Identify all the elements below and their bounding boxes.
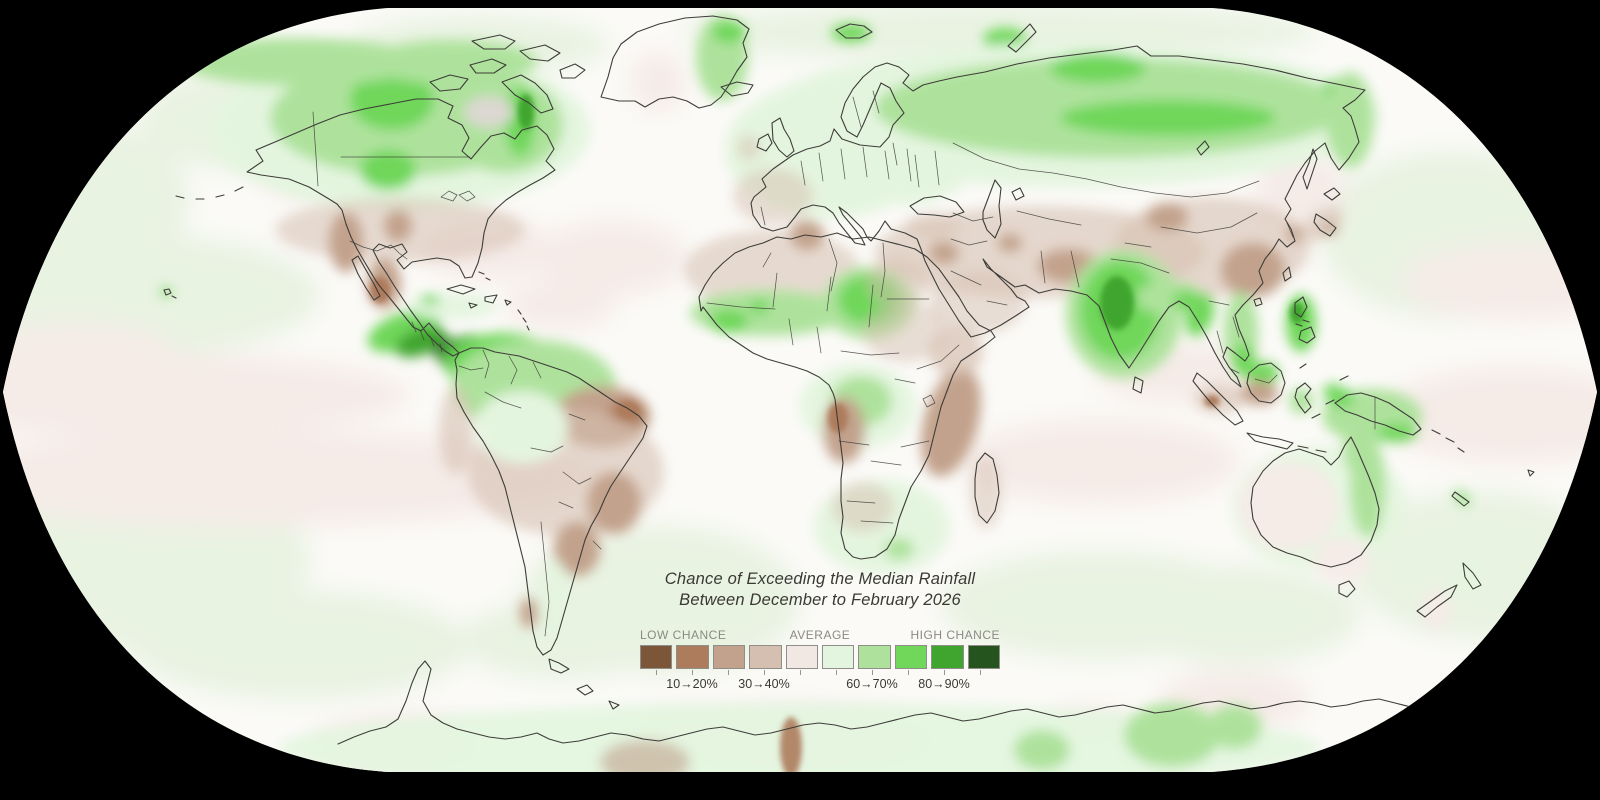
legend-tick-3 xyxy=(764,670,765,675)
hawaii-islands xyxy=(163,288,177,299)
legend-tick-2 xyxy=(728,670,729,675)
legend-tick-0 xyxy=(656,670,657,675)
legend-tick-8 xyxy=(944,670,945,675)
greenland-coast xyxy=(600,15,750,109)
legend-range-label-2: 60→70% xyxy=(846,677,898,691)
map-title: Chance of Exceeding the Median Rainfall … xyxy=(618,569,1022,611)
legend-low-chance-label: LOW CHANCE xyxy=(640,628,727,642)
legend-tick-7 xyxy=(908,670,909,675)
legend-average-label: AVERAGE xyxy=(789,628,851,642)
legend-swatch-7 xyxy=(894,645,928,669)
legend-swatch-0 xyxy=(640,645,673,669)
falkland-islands xyxy=(576,684,620,710)
rainfall-probability-legend: LOW CHANCE AVERAGE HIGH CHANCE 10→20% 30→… xyxy=(640,628,1001,692)
japan-sakhalin xyxy=(1302,148,1341,237)
legend-high-chance-label: HIGH CHANCE xyxy=(910,628,1000,642)
southeast-asia-islands xyxy=(1132,266,1422,453)
new-zealand-coast xyxy=(1416,562,1482,618)
legend-color-bar xyxy=(640,645,1001,669)
legend-swatch-8 xyxy=(931,645,964,669)
antarctica-coast xyxy=(337,660,1586,748)
tasmania-coast xyxy=(1338,580,1356,598)
legend-swatch-5 xyxy=(822,645,855,669)
svalbard-novaya-zemlya xyxy=(835,23,1037,53)
south-america-coast xyxy=(454,347,648,656)
legend-swatch-1 xyxy=(676,645,709,669)
country-borders xyxy=(312,90,1376,637)
eurasia-coast xyxy=(750,45,1366,388)
north-america-coast xyxy=(246,98,556,357)
legend-swatch-6 xyxy=(858,645,891,669)
legend-swatch-3 xyxy=(749,645,782,669)
legend-tick-5 xyxy=(836,670,837,675)
legend-tick-4 xyxy=(800,670,801,675)
arctic-islands xyxy=(429,34,586,114)
aleutian-islands xyxy=(7,186,244,292)
legend-swatch-4 xyxy=(785,645,819,669)
pacific-islands xyxy=(1431,429,1535,507)
map-title-line1: Chance of Exceeding the Median Rainfall xyxy=(664,570,976,588)
legend-range-labels: 10→20% 30→40% 60→70% 80→90% xyxy=(640,676,1000,692)
aral-sea xyxy=(1011,187,1025,201)
legend-range-label-3: 80→90% xyxy=(918,677,970,691)
tierra-del-fuego xyxy=(548,658,570,674)
australia-coast xyxy=(1250,436,1380,568)
legend-swatch-9 xyxy=(967,645,1001,669)
caribbean-islands xyxy=(446,271,530,331)
legend-ticks xyxy=(640,669,1000,676)
legend-swatch-2 xyxy=(712,645,746,669)
black-sea xyxy=(909,195,965,218)
iceland-coast xyxy=(720,81,754,97)
legend-name-row: LOW CHANCE AVERAGE HIGH CHANCE xyxy=(640,628,1000,643)
legend-range-label-1: 30→40% xyxy=(738,677,790,691)
coastlines xyxy=(7,15,1586,748)
legend-tick-9 xyxy=(980,670,981,675)
british-isles xyxy=(756,117,795,158)
lake-baikal xyxy=(1196,140,1210,156)
map-title-line2: Between December to February 2026 xyxy=(679,591,961,609)
baja-coast xyxy=(351,255,381,301)
legend-tick-6 xyxy=(872,670,873,675)
africa-coast xyxy=(698,232,996,560)
caspian-sea xyxy=(982,179,1002,239)
probability-shading xyxy=(160,15,1482,772)
legend-range-label-0: 10→20% xyxy=(666,677,718,691)
legend-tick-1 xyxy=(692,670,693,675)
madagascar-coast xyxy=(974,452,1000,524)
